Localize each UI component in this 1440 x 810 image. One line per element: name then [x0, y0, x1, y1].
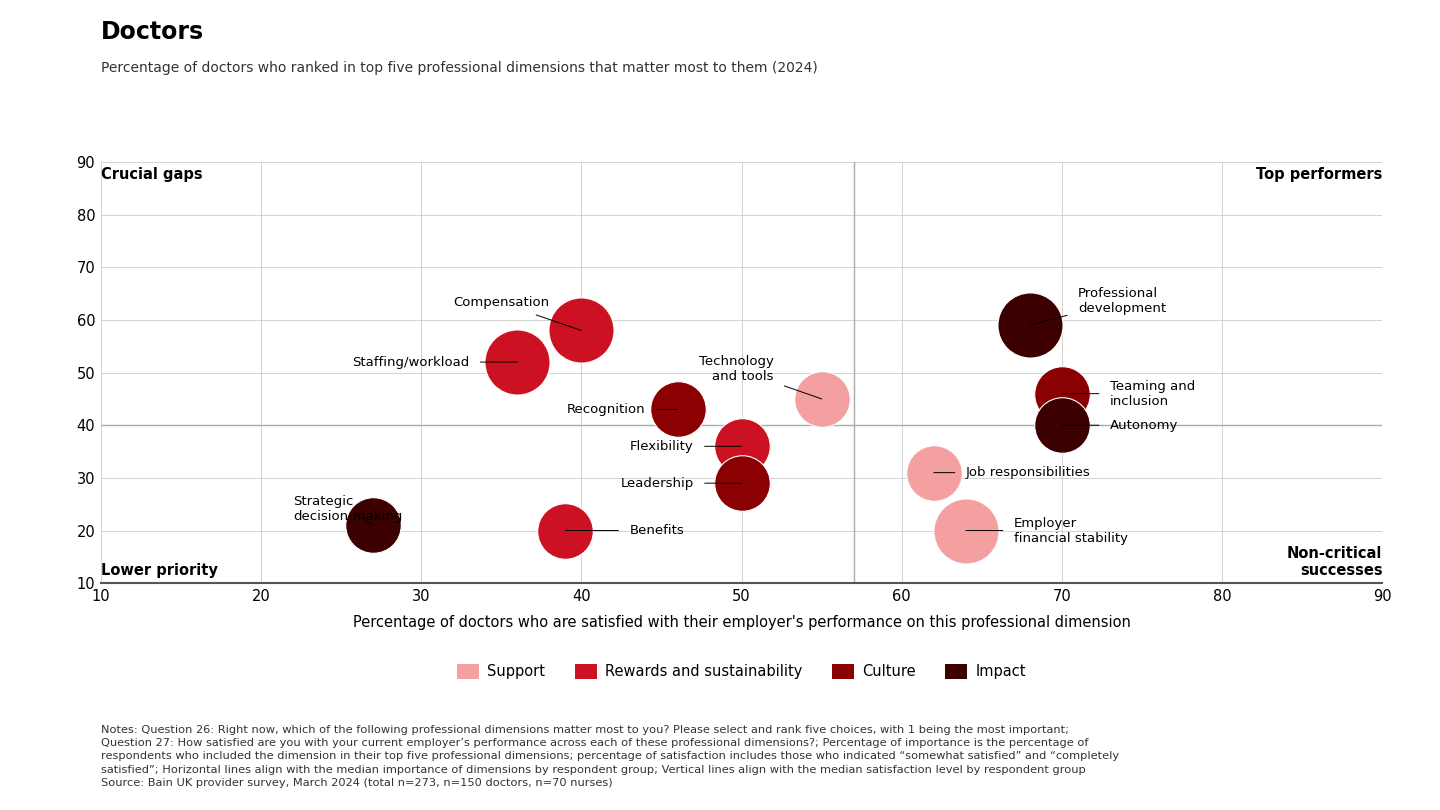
Text: Compensation: Compensation	[454, 296, 582, 330]
Point	[1051, 387, 1074, 400]
Text: Strategic
decision-making: Strategic decision-making	[294, 496, 402, 525]
Point	[665, 403, 690, 416]
Text: Job responsibilities: Job responsibilities	[935, 466, 1090, 480]
Text: Teaming and
inclusion: Teaming and inclusion	[1063, 380, 1195, 407]
Text: Top performers: Top performers	[1256, 168, 1382, 182]
Point	[955, 524, 978, 537]
Point	[923, 467, 946, 480]
Text: Percentage of doctors who ranked in top five professional dimensions that matter: Percentage of doctors who ranked in top …	[101, 61, 818, 75]
Text: Lower priority: Lower priority	[101, 563, 217, 578]
Point	[1051, 419, 1074, 432]
X-axis label: Percentage of doctors who are satisfied with their employer's performance on thi: Percentage of doctors who are satisfied …	[353, 615, 1130, 630]
Point	[811, 392, 834, 405]
Point	[730, 440, 753, 453]
Text: Recognition: Recognition	[567, 403, 678, 416]
Point	[554, 524, 577, 537]
Text: Staffing/workload: Staffing/workload	[351, 356, 517, 369]
Point	[505, 356, 528, 369]
Point	[361, 518, 384, 531]
Text: Doctors: Doctors	[101, 20, 204, 45]
Text: Non-critical
successes: Non-critical successes	[1287, 546, 1382, 578]
Text: Benefits: Benefits	[566, 524, 684, 537]
Point	[730, 476, 753, 489]
Text: Employer
financial stability: Employer financial stability	[966, 517, 1128, 544]
Point	[1018, 318, 1041, 331]
Text: Autonomy: Autonomy	[1063, 419, 1178, 432]
Text: Technology
and tools: Technology and tools	[698, 355, 822, 399]
Text: Professional
development: Professional development	[1030, 287, 1166, 325]
Text: Crucial gaps: Crucial gaps	[101, 168, 203, 182]
Text: Notes: Question 26: Right now, which of the following professional dimensions ma: Notes: Question 26: Right now, which of …	[101, 725, 1119, 788]
Text: Leadership: Leadership	[621, 476, 742, 490]
Point	[570, 324, 593, 337]
Text: Flexibility: Flexibility	[629, 440, 742, 453]
Legend: Support, Rewards and sustainability, Culture, Impact: Support, Rewards and sustainability, Cul…	[451, 658, 1032, 685]
